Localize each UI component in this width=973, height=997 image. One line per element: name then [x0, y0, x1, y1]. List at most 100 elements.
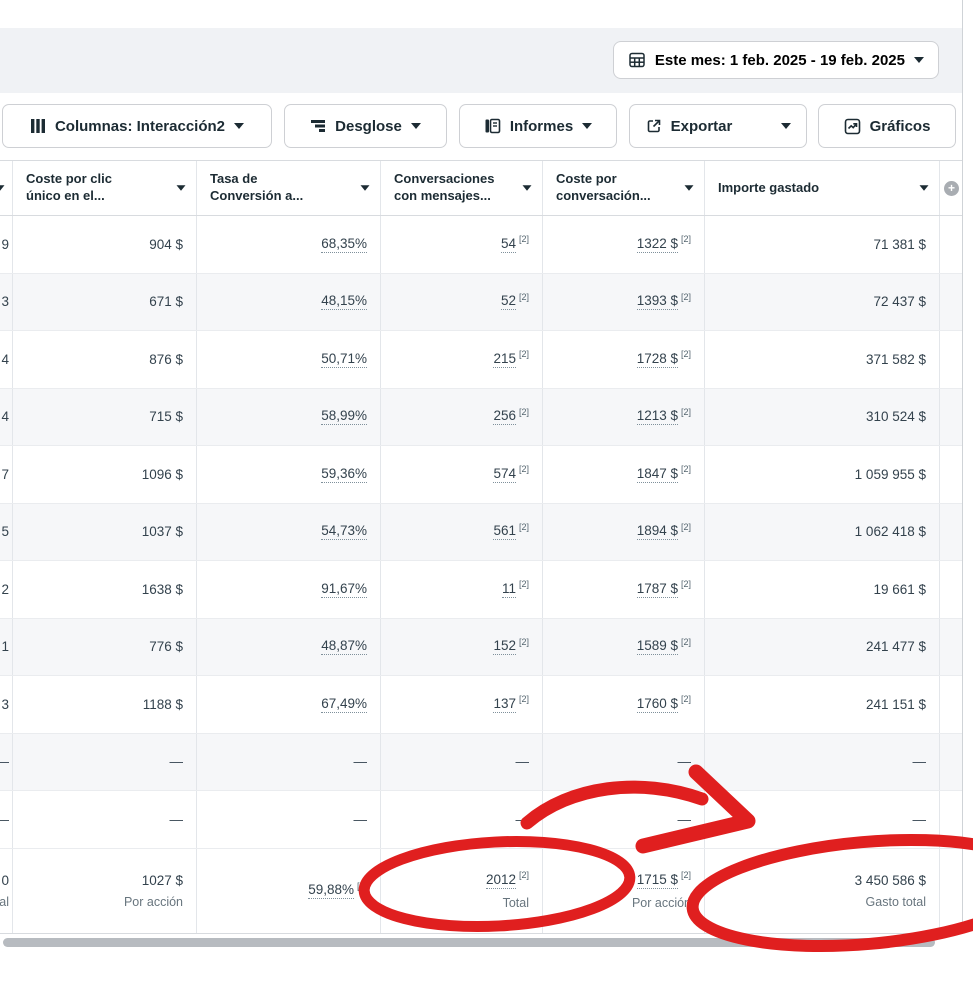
- cell-value-conversations[interactable]: 54: [500, 235, 516, 253]
- footnote-ref[interactable]: [2]: [680, 291, 691, 302]
- column-header-clipped[interactable]: [0, 161, 13, 215]
- export-options-button[interactable]: [766, 105, 806, 147]
- cell-cpc: 671 $: [13, 273, 197, 330]
- cell-value-conversations[interactable]: 561: [493, 523, 516, 541]
- cell-value-conversations[interactable]: 52: [500, 293, 516, 311]
- cell-cost-per-conversation: 1894 $ [2]: [543, 503, 705, 560]
- cell-value-cpc: —: [169, 811, 184, 827]
- footnote-ref[interactable]: [2]: [680, 464, 691, 475]
- cell-value-conversion-rate: —: [353, 754, 368, 770]
- sort-caret-icon: [919, 185, 929, 191]
- export-button[interactable]: Exportar: [630, 105, 749, 147]
- footnote-ref[interactable]: [2]: [680, 521, 691, 532]
- cell-value-conversion-rate[interactable]: 48,15%: [321, 293, 367, 311]
- cell-value-conversion-rate[interactable]: 50,71%: [321, 350, 367, 368]
- chevron-down-icon: [234, 123, 245, 129]
- footnote-ref[interactable]: [2]: [518, 234, 529, 245]
- footnote-ref[interactable]: [2]: [680, 636, 691, 647]
- cell-value-cost-per-conversation[interactable]: 1213 $: [636, 408, 678, 426]
- cell-conversations: 215 [2]: [381, 331, 543, 388]
- footnote-ref[interactable]: [2]: [518, 694, 529, 705]
- cell-value-conversion-rate[interactable]: 54,73%: [321, 523, 367, 541]
- total-label-amount-spent: Gasto total: [865, 894, 926, 909]
- cell-value-amount-spent: —: [912, 811, 927, 827]
- total-value-cost-per-conversation[interactable]: 1715 $: [636, 871, 678, 889]
- charts-button-label: Gráficos: [869, 117, 931, 135]
- breakdown-button[interactable]: Desglose: [284, 104, 447, 148]
- cell-value-cost-per-conversation[interactable]: 1847 $: [636, 465, 678, 483]
- column-header-label: Coste por clic único en el...: [26, 171, 112, 203]
- cell-value-conversations[interactable]: 137: [493, 695, 516, 713]
- cell-value-cpc: 715 $: [149, 409, 183, 425]
- column-header-label: Tasa de Conversión a...: [210, 171, 304, 203]
- cell-value-cost-per-conversation[interactable]: 1393 $: [636, 293, 678, 311]
- cell-value-conversations[interactable]: 256: [493, 408, 516, 426]
- columns-button[interactable]: Columnas: Interacción2: [2, 104, 272, 148]
- footnote-ref[interactable]: [2]: [518, 521, 529, 532]
- cell-amount-spent: 19 661 $: [705, 561, 940, 618]
- footnote-ref[interactable]: [2]: [518, 291, 529, 302]
- cell-value-amount-spent: 19 661 $: [873, 581, 926, 597]
- column-header-amount-spent[interactable]: Importe gastado: [705, 161, 940, 215]
- footnote-ref[interactable]: [2]: [356, 880, 367, 891]
- cell-value-conversations[interactable]: 152: [493, 638, 516, 656]
- cell-value-conversations[interactable]: 215: [493, 350, 516, 368]
- column-header-add-column[interactable]: +: [940, 161, 963, 215]
- cell-value-cost-per-conversation[interactable]: 1787 $: [636, 580, 678, 598]
- footnote-ref[interactable]: [2]: [518, 349, 529, 360]
- column-header-conversion-rate[interactable]: Tasa de Conversión a...: [197, 161, 381, 215]
- cell-value-cost-per-conversation[interactable]: 1589 $: [636, 638, 678, 656]
- cell-cost-per-conversation: 1393 $ [2]: [543, 273, 705, 330]
- cell-conversion-rate: 67,49%: [197, 676, 381, 733]
- column-header-cpc[interactable]: Coste por clic único en el...: [13, 161, 197, 215]
- cell-value-conversion-rate[interactable]: 91,67%: [321, 580, 367, 598]
- total-add-column: [940, 848, 963, 933]
- cell-amount-spent: 241 151 $: [705, 676, 940, 733]
- cell-value-cost-per-conversation[interactable]: 1760 $: [636, 695, 678, 713]
- cell-cost-per-conversation: 1322 $ [2]: [543, 216, 705, 273]
- cell-conversion-rate: —: [197, 733, 381, 790]
- cell-value-conversations[interactable]: 11: [501, 580, 516, 598]
- reports-button[interactable]: Informes: [459, 104, 617, 148]
- cell-value-cost-per-conversation[interactable]: 1894 $: [636, 523, 678, 541]
- column-header-conversations[interactable]: Conversaciones con mensajes...: [381, 161, 543, 215]
- cell-value-cost-per-conversation[interactable]: 1322 $: [636, 235, 678, 253]
- column-header-cost-per-conversation[interactable]: Coste por conversación...: [543, 161, 705, 215]
- footnote-ref[interactable]: [2]: [680, 234, 691, 245]
- footnote-ref[interactable]: [2]: [680, 870, 691, 880]
- cell-add-column: [940, 618, 963, 675]
- footnote-ref[interactable]: [2]: [518, 464, 529, 475]
- footnote-ref[interactable]: [2]: [518, 636, 529, 647]
- total-value-conversion-rate[interactable]: 59,88%: [308, 882, 354, 899]
- cell-value-conversion-rate[interactable]: 48,87%: [321, 638, 367, 656]
- cell-value-conversion-rate[interactable]: 68,35%: [321, 235, 367, 253]
- footnote-ref[interactable]: [2]: [680, 349, 691, 360]
- footnote-ref[interactable]: [2]: [518, 870, 529, 880]
- cell-value-conversion-rate[interactable]: 59,36%: [321, 465, 367, 483]
- cell-value-conversion-rate[interactable]: 67,49%: [321, 695, 367, 713]
- cell-cpc: 1096 $: [13, 446, 197, 503]
- cell-value-conversations[interactable]: 574: [493, 465, 516, 483]
- cell-value-conversion-rate[interactable]: 58,99%: [321, 408, 367, 426]
- total-label-clipped: al: [0, 894, 9, 909]
- footnote-ref[interactable]: [2]: [518, 579, 529, 590]
- total-value-cpc: 1027 $: [141, 872, 183, 888]
- date-range-selector[interactable]: Este mes: 1 feb. 2025 - 19 feb. 2025: [612, 41, 939, 79]
- date-range-label: Este mes: 1 feb. 2025 - 19 feb. 2025: [654, 51, 905, 69]
- footnote-ref[interactable]: [2]: [518, 406, 529, 417]
- horizontal-scrollbar-thumb[interactable]: [3, 938, 935, 947]
- footnote-ref[interactable]: [2]: [680, 694, 691, 705]
- cell-conversations: 574 [2]: [381, 446, 543, 503]
- cell-value-cost-per-conversation[interactable]: 1728 $: [636, 350, 678, 368]
- table-row: 5 1037 $54,73% 561 [2] 1894 $ [2] 1 062 418 $: [0, 503, 963, 561]
- cell-conversations: 256 [2]: [381, 388, 543, 445]
- footnote-ref[interactable]: [2]: [680, 406, 691, 417]
- total-value-conversations[interactable]: 2012: [485, 871, 516, 889]
- footnote-ref[interactable]: [2]: [680, 579, 691, 590]
- table-row: 1 776 $48,87% 152 [2] 1589 $ [2] 241 477 $: [0, 618, 963, 676]
- cell-value-clipped: 1: [1, 639, 9, 655]
- cell-cpc: 1188 $: [13, 676, 197, 733]
- total-cpc: 1027 $ Por acción: [13, 848, 197, 933]
- total-label-conversations: Total: [502, 895, 529, 910]
- charts-button[interactable]: Gráficos: [818, 104, 956, 148]
